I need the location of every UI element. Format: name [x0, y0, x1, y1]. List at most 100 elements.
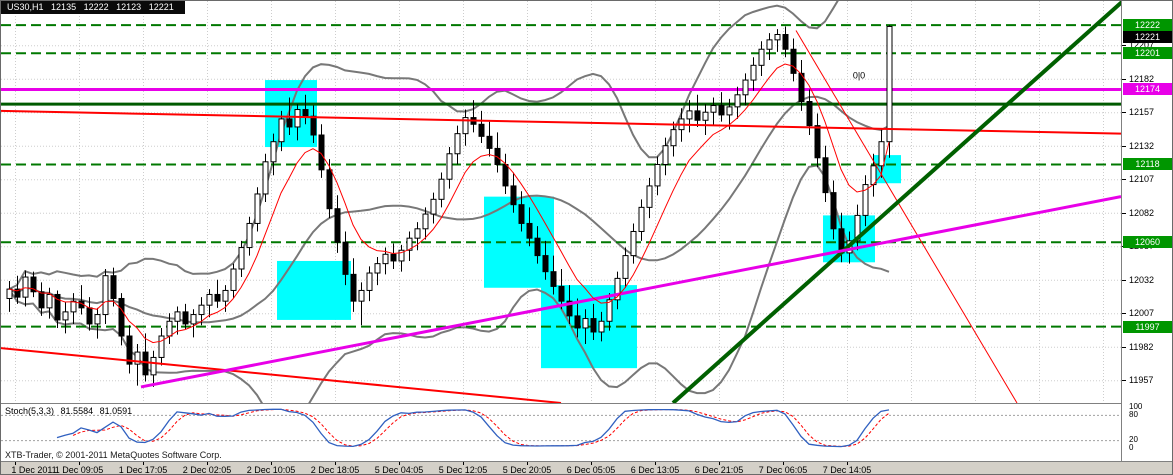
candle-body — [270, 141, 277, 163]
time-tickmark — [79, 462, 80, 465]
price-tick: 12132 — [1129, 140, 1155, 151]
candle-body — [702, 111, 709, 121]
candle-body — [310, 115, 317, 136]
time-label: 6 Dec 13:05 — [630, 465, 680, 475]
candle-body — [582, 318, 589, 329]
candle-body — [134, 351, 141, 365]
trendline-support-red[interactable] — [1, 347, 562, 403]
candle-body — [454, 133, 461, 155]
candle-body — [126, 335, 133, 365]
candle-body — [710, 105, 717, 113]
highlight-rectangle[interactable] — [873, 155, 901, 184]
candle-body — [766, 39, 773, 50]
price-tickmark — [1122, 279, 1126, 281]
candle-body — [750, 64, 757, 81]
time-label: 5 Dec 12:05 — [438, 465, 488, 475]
time-label: 2 Dec 10:05 — [246, 465, 296, 475]
candle-body — [806, 101, 813, 127]
candle-body — [214, 293, 221, 302]
time-tickmark — [527, 462, 528, 465]
candle-body — [726, 106, 733, 116]
time-tickmark — [463, 462, 464, 465]
chart-title-overlay: US30,H1 12135 12222 12123 12221 — [1, 1, 185, 14]
price-tickmark — [1122, 78, 1126, 80]
stochastic-label: Stoch(5,3,3) 81.5584 81.0591 — [5, 406, 136, 416]
highlight-rectangle[interactable] — [277, 260, 351, 320]
price-tick: 12182 — [1129, 73, 1155, 84]
candle-body — [86, 307, 93, 325]
candle-body — [574, 315, 581, 329]
stoch-axis-label: 20 — [1129, 435, 1138, 444]
candle-body — [542, 255, 549, 273]
candle-body — [286, 118, 293, 128]
bollinger-lower-band — [8, 164, 890, 403]
time-tickmark — [271, 462, 272, 465]
time-label: 2 Dec 02:05 — [182, 465, 232, 475]
candle-body — [102, 275, 109, 316]
stochastic-indicator-panel[interactable]: Stoch(5,3,3) 81.5584 81.0591 XTB-Trader,… — [1, 403, 1121, 461]
candle-body — [198, 304, 205, 316]
candle-body — [646, 185, 653, 208]
price-tag-12222: 12222 — [1123, 19, 1172, 32]
time-tickmark — [335, 462, 336, 465]
candle-body — [246, 222, 253, 249]
trendline-descending-red[interactable] — [795, 30, 1018, 403]
candle-body — [558, 285, 565, 302]
candle-body — [110, 275, 117, 299]
candle-body — [734, 94, 741, 108]
stochastic-signal-value: 81.0591 — [99, 406, 133, 416]
candle-body — [630, 230, 637, 257]
candle-body — [878, 141, 885, 167]
candle-body — [158, 335, 165, 358]
price-tag-12201: 12201 — [1123, 47, 1172, 60]
candle-body — [430, 198, 437, 215]
candle-body — [654, 163, 661, 187]
candle-body — [142, 351, 149, 376]
time-label: 6 Dec 05:05 — [566, 465, 616, 475]
candle-body — [238, 247, 245, 270]
moving-average-line — [8, 63, 890, 344]
candle-body — [406, 237, 413, 251]
candle-body — [342, 241, 349, 275]
time-tickmark — [207, 462, 208, 465]
candle-body — [230, 268, 237, 291]
candle-body — [798, 72, 805, 102]
time-tickmark — [719, 462, 720, 465]
candle-body — [742, 79, 749, 96]
candle-body — [62, 311, 69, 321]
price-tag-12060: 12060 — [1123, 236, 1172, 249]
candle-body — [70, 300, 77, 313]
price-tick: 12007 — [1129, 308, 1155, 319]
candle-body — [694, 110, 701, 121]
bollinger-middle-band — [8, 95, 890, 324]
stoch-axis-label: 100 — [1129, 402, 1143, 411]
stoch-main-line — [56, 408, 890, 448]
trendline-ascending-magenta[interactable] — [140, 195, 1121, 389]
candle-body — [590, 318, 597, 333]
candle-body — [518, 204, 525, 224]
candle-body — [502, 163, 509, 187]
candle-body — [638, 206, 645, 232]
trendline-ascending-green[interactable] — [671, 1, 1121, 403]
candle-body — [462, 117, 469, 135]
chart-plot-area[interactable]: 0|0 US30,H1 12135 12222 12123 12221 — [1, 1, 1121, 403]
ohlc-close-value: 12221 — [148, 2, 174, 12]
candle-body — [422, 213, 429, 230]
candle-body — [550, 271, 557, 287]
price-axis[interactable]: 1220712182121571213212107120821205712032… — [1121, 1, 1172, 461]
candle-body — [534, 237, 541, 257]
trendline-resistance-red[interactable] — [1, 109, 1121, 135]
time-label: 1 Dec 17:05 — [118, 465, 168, 475]
price-tick: 11957 — [1129, 375, 1154, 386]
candle-body — [366, 272, 373, 291]
candle-body — [438, 178, 445, 200]
time-tickmark — [591, 462, 592, 465]
price-tickmark — [1122, 313, 1126, 315]
price-tick: 12207 — [1129, 40, 1155, 51]
price-tick: 12107 — [1129, 174, 1155, 185]
candle-body — [358, 289, 365, 302]
price-tag-11997: 11997 — [1123, 320, 1172, 333]
time-axis[interactable]: 1 Dec 2011 1 Dec 09:05 1 Dec 17:05 2 Dec 02… — [1, 461, 1172, 475]
price-tickmark — [1122, 380, 1126, 382]
